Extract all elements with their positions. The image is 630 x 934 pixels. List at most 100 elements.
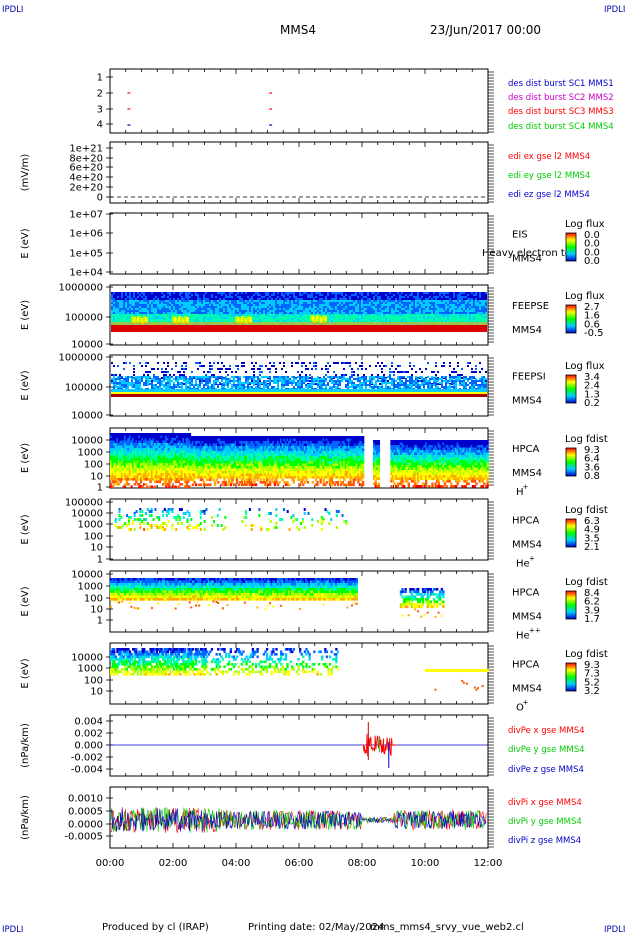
feepse-cell bbox=[407, 296, 409, 298]
feepse-cell bbox=[179, 292, 181, 294]
feepse-cell bbox=[219, 294, 221, 296]
feepse-cell bbox=[293, 304, 295, 306]
feepse-cell bbox=[373, 310, 375, 312]
feepse-cell bbox=[243, 310, 245, 312]
feepse-cell bbox=[191, 304, 193, 306]
feepse-cell bbox=[449, 310, 451, 312]
feepse-cell bbox=[447, 316, 449, 318]
feepse-cell bbox=[187, 306, 189, 308]
feepse-cell bbox=[129, 304, 131, 306]
feepse-cell bbox=[323, 310, 325, 312]
feepsi-cell bbox=[165, 368, 167, 370]
feepse-cell bbox=[331, 300, 333, 302]
feepse-cell bbox=[357, 316, 359, 318]
feepse-cell bbox=[141, 294, 143, 296]
feepse-cell bbox=[293, 306, 295, 308]
feepse-cell bbox=[403, 292, 405, 294]
feepse-cell bbox=[173, 304, 175, 306]
feepse-cell bbox=[483, 292, 485, 294]
feepse-cell bbox=[239, 304, 241, 306]
feepse-cell bbox=[167, 306, 169, 308]
feepse-cell bbox=[439, 300, 441, 302]
feepse-cell bbox=[225, 298, 227, 300]
feepse-cell bbox=[297, 296, 299, 298]
feepse-cell bbox=[323, 294, 325, 296]
feepsi-cell bbox=[251, 380, 253, 382]
feepse-cell bbox=[239, 310, 241, 312]
feepse-cell bbox=[453, 302, 455, 304]
feepse-cell bbox=[425, 312, 427, 314]
feepse-cell bbox=[353, 302, 355, 304]
feepse-cell bbox=[453, 310, 455, 312]
feepse-cell bbox=[269, 317, 271, 319]
feepse-cell bbox=[197, 308, 199, 310]
feepse-cell bbox=[399, 302, 401, 304]
feepse-cell bbox=[189, 302, 191, 304]
feepse-cell bbox=[345, 310, 347, 312]
feepse-cell bbox=[423, 310, 425, 312]
feepse-cell bbox=[385, 308, 387, 310]
feepse-cell bbox=[345, 312, 347, 314]
feepse-cell bbox=[241, 302, 243, 304]
feepse-cell bbox=[367, 302, 369, 304]
feepse-cell bbox=[213, 294, 215, 296]
feepsi-cell bbox=[183, 362, 185, 364]
feepsi-cell bbox=[169, 374, 171, 376]
feepse-cell bbox=[361, 302, 363, 304]
feepse-cell bbox=[377, 294, 379, 296]
feepsi-cell bbox=[145, 378, 147, 380]
feepse-cell bbox=[187, 298, 189, 300]
feepse-cell bbox=[253, 298, 255, 300]
feepse-cell bbox=[145, 304, 147, 306]
feepse-cell bbox=[385, 316, 387, 318]
feepse-cell bbox=[163, 302, 165, 304]
feepsi-cell bbox=[159, 386, 161, 388]
feepse-cell bbox=[297, 310, 299, 312]
feepse-cell bbox=[435, 306, 437, 308]
feepse-cell bbox=[431, 298, 433, 300]
feepsi-cell bbox=[207, 371, 209, 373]
feepse-cell bbox=[329, 318, 331, 320]
feepsi-cell bbox=[215, 378, 217, 380]
feepse-cell bbox=[447, 296, 449, 298]
feepse-cell bbox=[311, 312, 313, 314]
feepse-cell bbox=[287, 306, 289, 308]
feepse-cell bbox=[187, 310, 189, 312]
feepse-cell bbox=[417, 302, 419, 304]
feepsi-cell bbox=[231, 376, 233, 378]
feepse-cell bbox=[471, 292, 473, 294]
feepse-cell bbox=[191, 314, 193, 316]
feepse-cell bbox=[243, 304, 245, 306]
feepsi-cell bbox=[127, 380, 129, 382]
feepse-cell bbox=[355, 296, 357, 298]
feepsi-cell bbox=[177, 376, 179, 378]
feepse-cell bbox=[421, 310, 423, 312]
feepse-cell bbox=[397, 300, 399, 302]
feepsi-cell bbox=[207, 382, 209, 384]
feepse-cell bbox=[483, 296, 485, 298]
feepse-cell bbox=[223, 310, 225, 312]
feepsi-cell bbox=[227, 380, 229, 382]
feepsi-cell bbox=[185, 384, 187, 386]
feepse-cell bbox=[429, 298, 431, 300]
feepsi-cell bbox=[223, 378, 225, 380]
feepse-cell bbox=[251, 314, 253, 316]
feepse-cell bbox=[465, 298, 467, 300]
feepsi-cell bbox=[173, 382, 175, 384]
feepse-cell bbox=[441, 296, 443, 298]
feepse-cell bbox=[237, 312, 239, 314]
feepsi-cell bbox=[221, 378, 223, 380]
feepse-cell bbox=[457, 312, 459, 314]
feepse-cell bbox=[391, 300, 393, 302]
feepse-cell bbox=[351, 308, 353, 310]
feepse-cell bbox=[279, 319, 281, 321]
feepse-cell bbox=[419, 300, 421, 302]
feepsi-cell bbox=[203, 376, 205, 378]
feepse-cell bbox=[369, 312, 371, 314]
feepsi-cell bbox=[125, 382, 127, 384]
feepsi-cell bbox=[253, 374, 255, 376]
feepsi-cell bbox=[123, 378, 125, 380]
feepse-cell bbox=[483, 310, 485, 312]
feepse-cell bbox=[339, 300, 341, 302]
